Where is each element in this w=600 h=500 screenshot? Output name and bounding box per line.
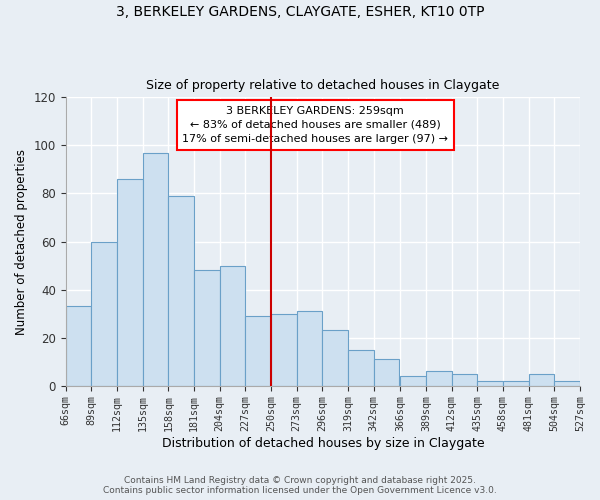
Bar [65, 306, 91, 386]
Bar [374, 360, 399, 386]
Y-axis label: Number of detached properties: Number of detached properties [15, 148, 28, 334]
Bar [503, 381, 529, 386]
X-axis label: Distribution of detached houses by size in Claygate: Distribution of detached houses by size … [161, 437, 484, 450]
Text: 3 BERKELEY GARDENS: 259sqm
← 83% of detached houses are smaller (489)
17% of sem: 3 BERKELEY GARDENS: 259sqm ← 83% of deta… [182, 106, 448, 144]
Bar [554, 381, 580, 386]
Text: Contains HM Land Registry data © Crown copyright and database right 2025.
Contai: Contains HM Land Registry data © Crown c… [103, 476, 497, 495]
Bar [348, 350, 374, 386]
Bar [220, 266, 245, 386]
Bar [426, 372, 452, 386]
Bar [91, 242, 117, 386]
Bar [168, 196, 194, 386]
Bar [271, 314, 296, 386]
Bar [117, 179, 143, 386]
Title: Size of property relative to detached houses in Claygate: Size of property relative to detached ho… [146, 79, 500, 92]
Bar [400, 376, 426, 386]
Bar [296, 311, 322, 386]
Bar [194, 270, 220, 386]
Bar [245, 316, 271, 386]
Bar [529, 374, 554, 386]
Bar [143, 152, 168, 386]
Text: 3, BERKELEY GARDENS, CLAYGATE, ESHER, KT10 0TP: 3, BERKELEY GARDENS, CLAYGATE, ESHER, KT… [116, 5, 484, 19]
Bar [452, 374, 478, 386]
Bar [478, 381, 503, 386]
Bar [322, 330, 348, 386]
